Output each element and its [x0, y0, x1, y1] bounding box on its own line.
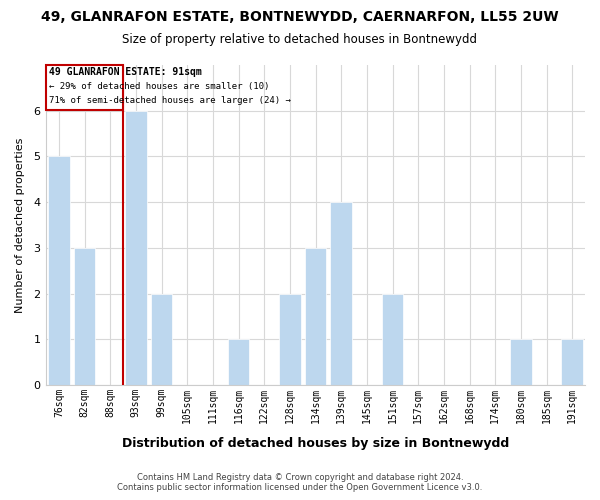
Bar — [330, 202, 352, 385]
Bar — [46, 65, 123, 110]
X-axis label: Distribution of detached houses by size in Bontnewydd: Distribution of detached houses by size … — [122, 437, 509, 450]
Bar — [151, 294, 172, 385]
Bar — [510, 340, 532, 385]
Bar — [74, 248, 95, 385]
Text: ← 29% of detached houses are smaller (10): ← 29% of detached houses are smaller (10… — [49, 82, 269, 92]
Bar — [382, 294, 403, 385]
Text: 71% of semi-detached houses are larger (24) →: 71% of semi-detached houses are larger (… — [49, 96, 290, 105]
Bar — [279, 294, 301, 385]
Text: 49, GLANRAFON ESTATE, BONTNEWYDD, CAERNARFON, LL55 2UW: 49, GLANRAFON ESTATE, BONTNEWYDD, CAERNA… — [41, 10, 559, 24]
Bar — [305, 248, 326, 385]
Text: Contains HM Land Registry data © Crown copyright and database right 2024.
Contai: Contains HM Land Registry data © Crown c… — [118, 473, 482, 492]
Y-axis label: Number of detached properties: Number of detached properties — [15, 138, 25, 312]
Text: Size of property relative to detached houses in Bontnewydd: Size of property relative to detached ho… — [122, 32, 478, 46]
Text: 49 GLANRAFON ESTATE: 91sqm: 49 GLANRAFON ESTATE: 91sqm — [49, 68, 202, 78]
Bar — [125, 110, 147, 385]
Bar — [561, 340, 583, 385]
Bar — [227, 340, 250, 385]
Bar — [48, 156, 70, 385]
